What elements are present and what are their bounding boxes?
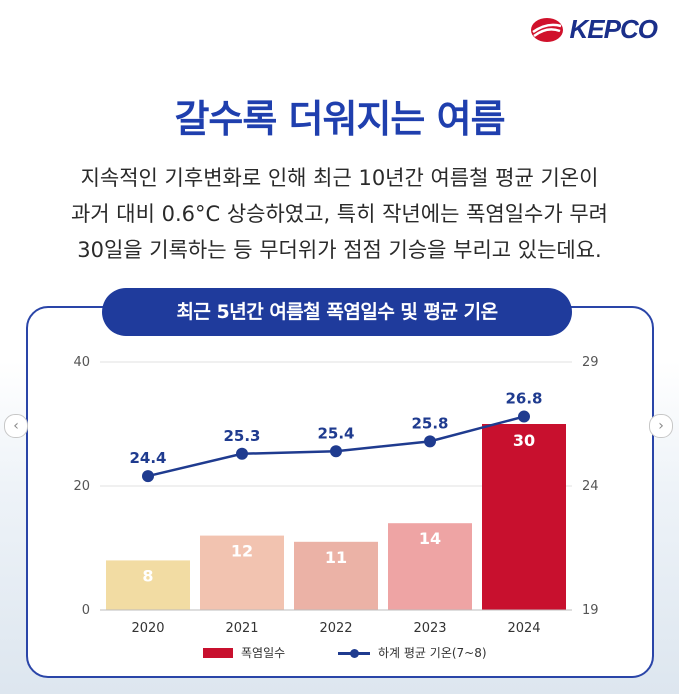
description-line-3: 30일을 기록하는 등 무더위가 점점 기승을 부리고 있는데요. <box>77 238 602 262</box>
temperature-point-2020 <box>142 470 154 483</box>
description: 지속적인 기후변화로 인해 최근 10년간 여름철 평균 기온이 과거 대비 0… <box>0 160 679 268</box>
kepco-logo: KEPCO <box>530 14 658 45</box>
legend-bar-label: 폭염일수 <box>241 646 286 660</box>
x-axis-tick: 2020 <box>131 621 164 636</box>
temperature-label: 26.8 <box>505 390 542 408</box>
temperature-label: 25.8 <box>411 414 448 432</box>
bar-2022 <box>294 541 378 610</box>
legend-bar-item: 폭염일수 <box>203 644 285 661</box>
bar-2020 <box>106 560 190 610</box>
description-line-2: 과거 대비 0.6°C 상승하였고, 특히 작년에는 폭염일수가 무려 <box>70 202 608 226</box>
legend-line-marker <box>338 648 370 658</box>
bar-2021 <box>200 535 284 610</box>
temperature-point-2022 <box>330 445 342 458</box>
page-title: 갈수록 더워지는 여름 <box>174 97 505 141</box>
x-axis-tick: 2024 <box>507 621 540 636</box>
bar-value-label: 11 <box>325 548 347 567</box>
x-axis-tick: 2021 <box>225 621 258 636</box>
right-axis-tick: 29 <box>582 355 599 370</box>
left-axis-tick: 0 <box>82 603 90 618</box>
bar-2023 <box>388 523 472 610</box>
temperature-point-2021 <box>236 447 248 460</box>
kepco-logo-icon <box>530 17 563 42</box>
left-axis-tick: 40 <box>73 355 90 370</box>
x-axis-tick: 2022 <box>319 621 352 636</box>
chart-title: 최근 5년간 여름철 폭염일수 및 평균 기온 <box>102 288 572 336</box>
legend-bar-swatch <box>203 647 233 658</box>
temperature-label: 24.4 <box>129 449 166 467</box>
temperature-label: 25.4 <box>317 424 354 442</box>
prev-slide-button[interactable]: ‹ <box>4 414 28 438</box>
description-line-1: 지속적인 기후변화로 인해 최근 10년간 여름철 평균 기온이 <box>80 166 599 190</box>
kepco-logo-text: KEPCO <box>569 14 658 44</box>
temperature-label: 25.3 <box>223 427 260 445</box>
right-axis-tick: 24 <box>582 479 599 494</box>
right-axis-tick: 19 <box>582 603 599 618</box>
bar-value-label: 12 <box>231 542 253 561</box>
bar-value-label: 8 <box>142 566 153 585</box>
x-axis-tick: 2023 <box>413 621 446 636</box>
chart-legend: 폭염일수 하계 평균 기온(7~8) <box>0 644 679 666</box>
bar-value-label: 14 <box>419 529 441 548</box>
bar-value-label: 30 <box>513 431 535 450</box>
bar-2024 <box>482 424 566 610</box>
temperature-point-2023 <box>424 435 436 448</box>
temperature-point-2024 <box>518 410 530 423</box>
legend-line-label: 하계 평균 기온(7~8) <box>378 646 487 660</box>
left-axis-tick: 20 <box>73 479 90 494</box>
next-slide-button[interactable]: › <box>649 414 673 438</box>
legend-line-item: 하계 평균 기온(7~8) <box>338 644 487 661</box>
